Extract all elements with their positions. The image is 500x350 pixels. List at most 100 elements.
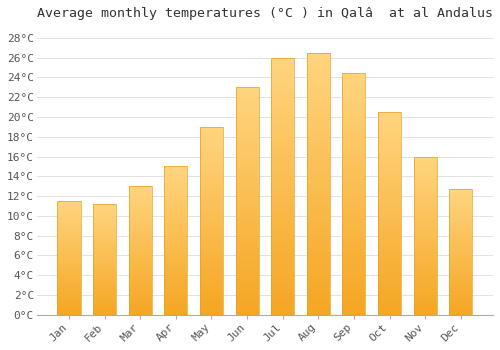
Bar: [93, 253, 116, 255]
Bar: [236, 196, 258, 201]
Bar: [378, 311, 401, 315]
Bar: [414, 299, 436, 302]
Bar: [378, 173, 401, 177]
Bar: [58, 272, 80, 274]
Bar: [200, 307, 223, 311]
Bar: [58, 217, 80, 219]
Bar: [93, 313, 116, 315]
Bar: [449, 189, 472, 192]
Bar: [306, 158, 330, 163]
Bar: [58, 262, 80, 265]
Bar: [342, 131, 365, 135]
Bar: [271, 99, 294, 104]
Bar: [342, 203, 365, 208]
Bar: [271, 212, 294, 217]
Bar: [271, 109, 294, 114]
Bar: [58, 251, 80, 253]
Bar: [449, 267, 472, 270]
Bar: [200, 288, 223, 292]
Bar: [236, 260, 258, 265]
Bar: [58, 290, 80, 292]
Bar: [200, 191, 223, 195]
Bar: [58, 296, 80, 299]
Bar: [164, 261, 188, 264]
Bar: [164, 223, 188, 226]
Bar: [164, 276, 188, 279]
Bar: [200, 277, 223, 281]
Bar: [58, 224, 80, 226]
Bar: [378, 185, 401, 189]
Bar: [128, 297, 152, 299]
Bar: [93, 257, 116, 259]
Bar: [306, 252, 330, 257]
Bar: [342, 160, 365, 164]
Bar: [271, 150, 294, 155]
Bar: [342, 116, 365, 121]
Bar: [414, 308, 436, 312]
Bar: [449, 305, 472, 307]
Bar: [271, 89, 294, 94]
Bar: [306, 273, 330, 278]
Bar: [128, 243, 152, 245]
Bar: [128, 186, 152, 189]
Bar: [342, 261, 365, 266]
Bar: [342, 237, 365, 242]
Bar: [200, 206, 223, 210]
Bar: [236, 278, 258, 283]
Bar: [164, 193, 188, 196]
Bar: [449, 199, 472, 202]
Bar: [378, 234, 401, 238]
Bar: [236, 210, 258, 215]
Bar: [449, 262, 472, 265]
Bar: [449, 272, 472, 274]
Bar: [306, 288, 330, 294]
Bar: [200, 157, 223, 161]
Bar: [164, 184, 188, 187]
Bar: [128, 235, 152, 238]
Bar: [236, 256, 258, 260]
Bar: [164, 279, 188, 282]
Bar: [128, 276, 152, 279]
Bar: [93, 251, 116, 253]
Bar: [414, 156, 436, 160]
Bar: [164, 226, 188, 229]
Bar: [128, 292, 152, 294]
Bar: [236, 187, 258, 192]
Bar: [449, 250, 472, 252]
Bar: [378, 294, 401, 299]
Bar: [93, 231, 116, 233]
Bar: [342, 247, 365, 252]
Bar: [306, 63, 330, 69]
Bar: [414, 210, 436, 214]
Bar: [58, 276, 80, 278]
Bar: [342, 213, 365, 218]
Bar: [128, 261, 152, 263]
Bar: [342, 266, 365, 271]
Bar: [449, 214, 472, 217]
Bar: [271, 114, 294, 119]
Bar: [93, 281, 116, 284]
Bar: [93, 215, 116, 217]
Bar: [200, 164, 223, 168]
Bar: [58, 219, 80, 222]
Bar: [342, 198, 365, 203]
Bar: [342, 155, 365, 160]
Bar: [306, 105, 330, 110]
Bar: [128, 289, 152, 292]
Bar: [200, 168, 223, 172]
Bar: [378, 242, 401, 246]
Bar: [306, 95, 330, 100]
Bar: [200, 195, 223, 198]
Bar: [342, 72, 365, 77]
Bar: [128, 207, 152, 209]
Bar: [128, 304, 152, 307]
Bar: [378, 214, 401, 217]
Bar: [342, 228, 365, 232]
Bar: [93, 237, 116, 239]
Bar: [236, 306, 258, 310]
Bar: [93, 273, 116, 275]
Bar: [93, 222, 116, 224]
Bar: [236, 133, 258, 138]
Bar: [414, 277, 436, 280]
Bar: [271, 238, 294, 243]
